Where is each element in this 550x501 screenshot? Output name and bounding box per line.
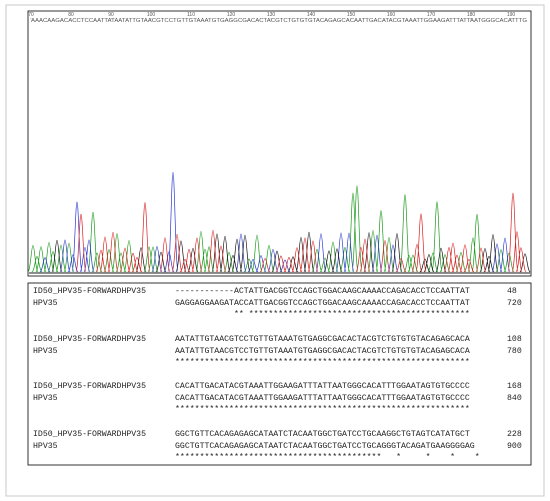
trace-g (51, 231, 531, 273)
ruler-label: 170 (427, 12, 436, 18)
chromatogram: AAACAAGACACCTCCAATTATAATATTGTAACGTCCTGTT… (27, 12, 531, 274)
ruler-label: 140 (307, 12, 316, 18)
alignment: ID50_HPV35-FORWARDHPV35 ------------ACTAT… (33, 287, 522, 462)
ruler-label: 110 (187, 12, 195, 18)
base-calls: AAACAAGACACCTCCAATTATAATATTGTAACGTCCTGTT… (31, 18, 527, 24)
position: 168 (507, 382, 522, 391)
ruler-label: 120 (227, 12, 236, 18)
conservation: ****************************************… (175, 404, 470, 414)
trace-t (75, 192, 527, 273)
sequence: GAGGAGGAAGATACCATTGACGGTCCAGCTGGACAAGCAA… (175, 299, 470, 308)
seq-name: HPV35 (33, 442, 58, 451)
position: 900 (507, 442, 522, 451)
seq-name: ID50_HPV35-FORWARDHPV35 (33, 287, 146, 296)
position: 720 (507, 299, 522, 308)
position: 780 (507, 347, 522, 356)
trace-a (27, 185, 515, 273)
ruler-label: 80 (68, 12, 74, 18)
ruler-label: 150 (347, 12, 356, 18)
position: 108 (507, 335, 522, 344)
conservation: ****************************************… (175, 357, 470, 367)
position: 48 (507, 287, 517, 296)
position: 840 (507, 394, 522, 403)
sequence: ------------ACTATTGACGGTCCAGCTGGACAAGCAA… (175, 287, 470, 296)
conservation: ** *************************************… (175, 309, 470, 319)
seq-name: HPV35 (33, 299, 58, 308)
ruler-label: 180 (467, 12, 476, 18)
seq-name: ID50_HPV35-FORWARDHPV35 (33, 335, 146, 344)
sequence: AATATTGTAACGTCCTGTTGTAAATGTGAGGCGACACTAC… (175, 335, 470, 344)
ruler-label: 70 (28, 12, 34, 18)
ruler-label: 130 (267, 12, 276, 18)
position: 228 (507, 430, 522, 439)
ruler-label: 90 (108, 12, 114, 18)
sequence: GGCTGTTCACAGAGAGCATAATCTACAATGGCTGATCCTG… (175, 442, 475, 451)
seq-name: ID50_HPV35-FORWARDHPV35 (33, 430, 146, 439)
seq-name: HPV35 (33, 347, 58, 356)
ruler-label: 190 (507, 12, 516, 18)
trace-c (39, 171, 511, 273)
conservation: ****************************************… (175, 452, 480, 462)
sequence: AATATTGTAACGTCCTGTTGTAAATGTGAGGCGACACTAC… (175, 347, 470, 356)
sequence: CACATTGACATACGTAAATTGGAAGATTTATTAATGGGCA… (175, 382, 470, 391)
ruler-label: 100 (147, 12, 156, 18)
alignment-frame (27, 282, 532, 466)
seq-name: HPV35 (33, 394, 58, 403)
seq-name: ID50_HPV35-FORWARDHPV35 (33, 382, 146, 391)
sequence: CACATTGACATACGTAAATTGGAAGATTTATTAATGGGCA… (175, 394, 470, 403)
sequence: GGCTGTTCACAGAGAGCATAATCTACAATGGCTGATCCTG… (175, 430, 470, 439)
chromatogram-frame (27, 10, 532, 277)
ruler-label: 160 (387, 12, 396, 18)
